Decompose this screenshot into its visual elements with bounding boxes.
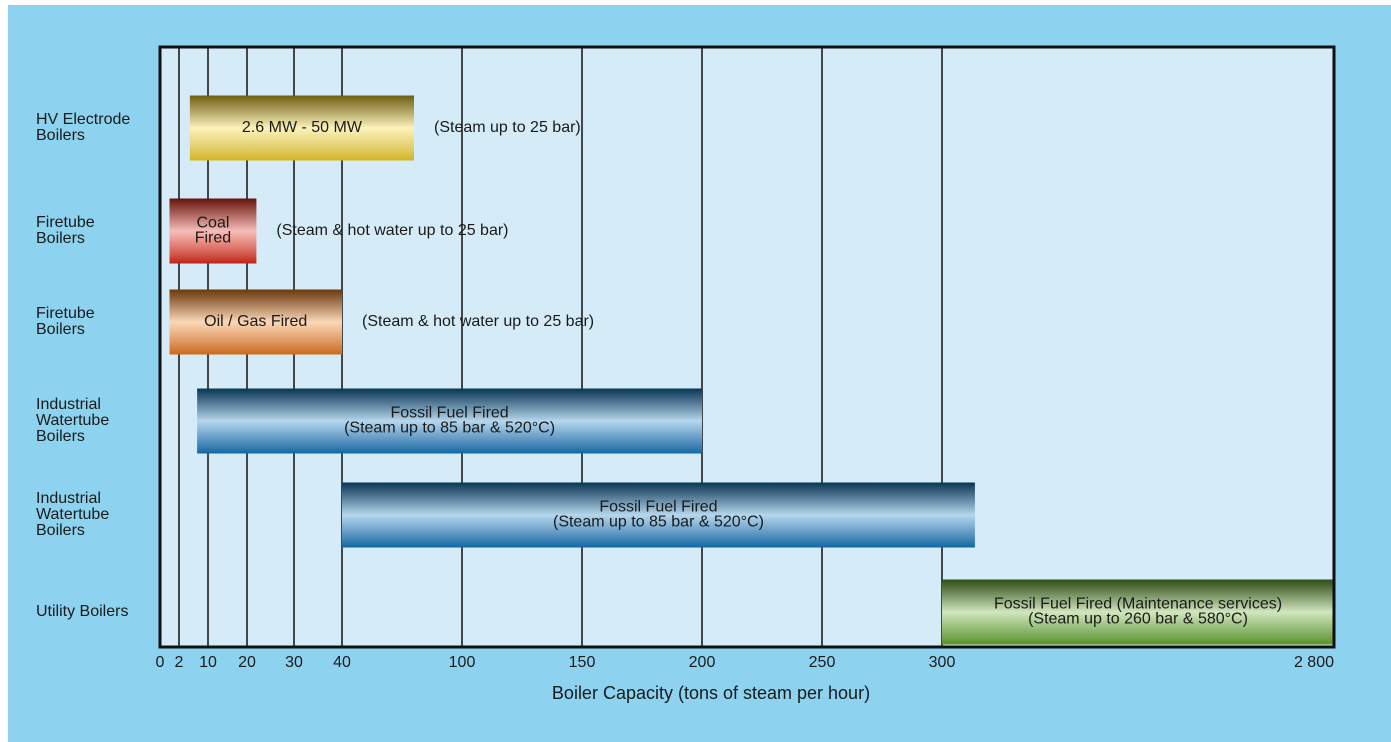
bar-label: Oil / Gas Fired [204, 313, 307, 330]
x-tick-label: 0 [156, 654, 165, 671]
bar-note: (Steam & hot water up to 25 bar) [362, 313, 594, 330]
x-tick-label: 250 [809, 654, 836, 671]
x-tick-label: 30 [285, 654, 303, 671]
bar-label: (Steam up to 85 bar & 520°C) [553, 514, 764, 531]
x-tick-label: 150 [569, 654, 596, 671]
bar-label: Fired [195, 230, 231, 247]
x-tick-label: 300 [929, 654, 956, 671]
x-tick-label: 10 [199, 654, 217, 671]
x-tick-label: 2 800 [1294, 654, 1334, 671]
bar [189, 95, 414, 161]
bar [197, 388, 702, 454]
bar-note: (Steam & hot water up to 25 bar) [276, 222, 508, 239]
category-label: HV Electrode Boilers [36, 111, 131, 144]
category-label: Firetube Boilers [36, 214, 95, 247]
bar-label: 2.6 MW - 50 MW [242, 119, 363, 136]
bar-label: (Steam up to 85 bar & 520°C) [344, 420, 555, 437]
bar [169, 289, 342, 355]
x-tick-label: 40 [333, 654, 351, 671]
x-axis-title: Boiler Capacity (tons of steam per hour) [552, 683, 870, 703]
bar-label: Fossil Fuel Fired (Maintenance services) [994, 596, 1282, 613]
x-tick-label: 20 [238, 654, 256, 671]
category-label: Industrial Watertube Boilers [36, 396, 110, 445]
x-tick-label: 2 [175, 654, 184, 671]
category-label: Firetube Boilers [36, 305, 95, 338]
category-label: Industrial Watertube Boilers [36, 490, 110, 539]
bar-label: Fossil Fuel Fired [390, 405, 508, 422]
category-label: Utility Boilers [36, 603, 129, 620]
bar-label: (Steam up to 260 bar & 580°C) [1028, 611, 1248, 628]
bar-note: (Steam up to 25 bar) [434, 119, 581, 136]
bar-label: Fossil Fuel Fired [599, 499, 717, 516]
x-tick-label: 100 [449, 654, 476, 671]
bar [942, 579, 1334, 645]
bar [342, 482, 975, 548]
x-tick-label: 200 [689, 654, 716, 671]
bar-label: Coal [196, 215, 229, 232]
bar [169, 198, 257, 264]
plot-border [158, 45, 1336, 649]
